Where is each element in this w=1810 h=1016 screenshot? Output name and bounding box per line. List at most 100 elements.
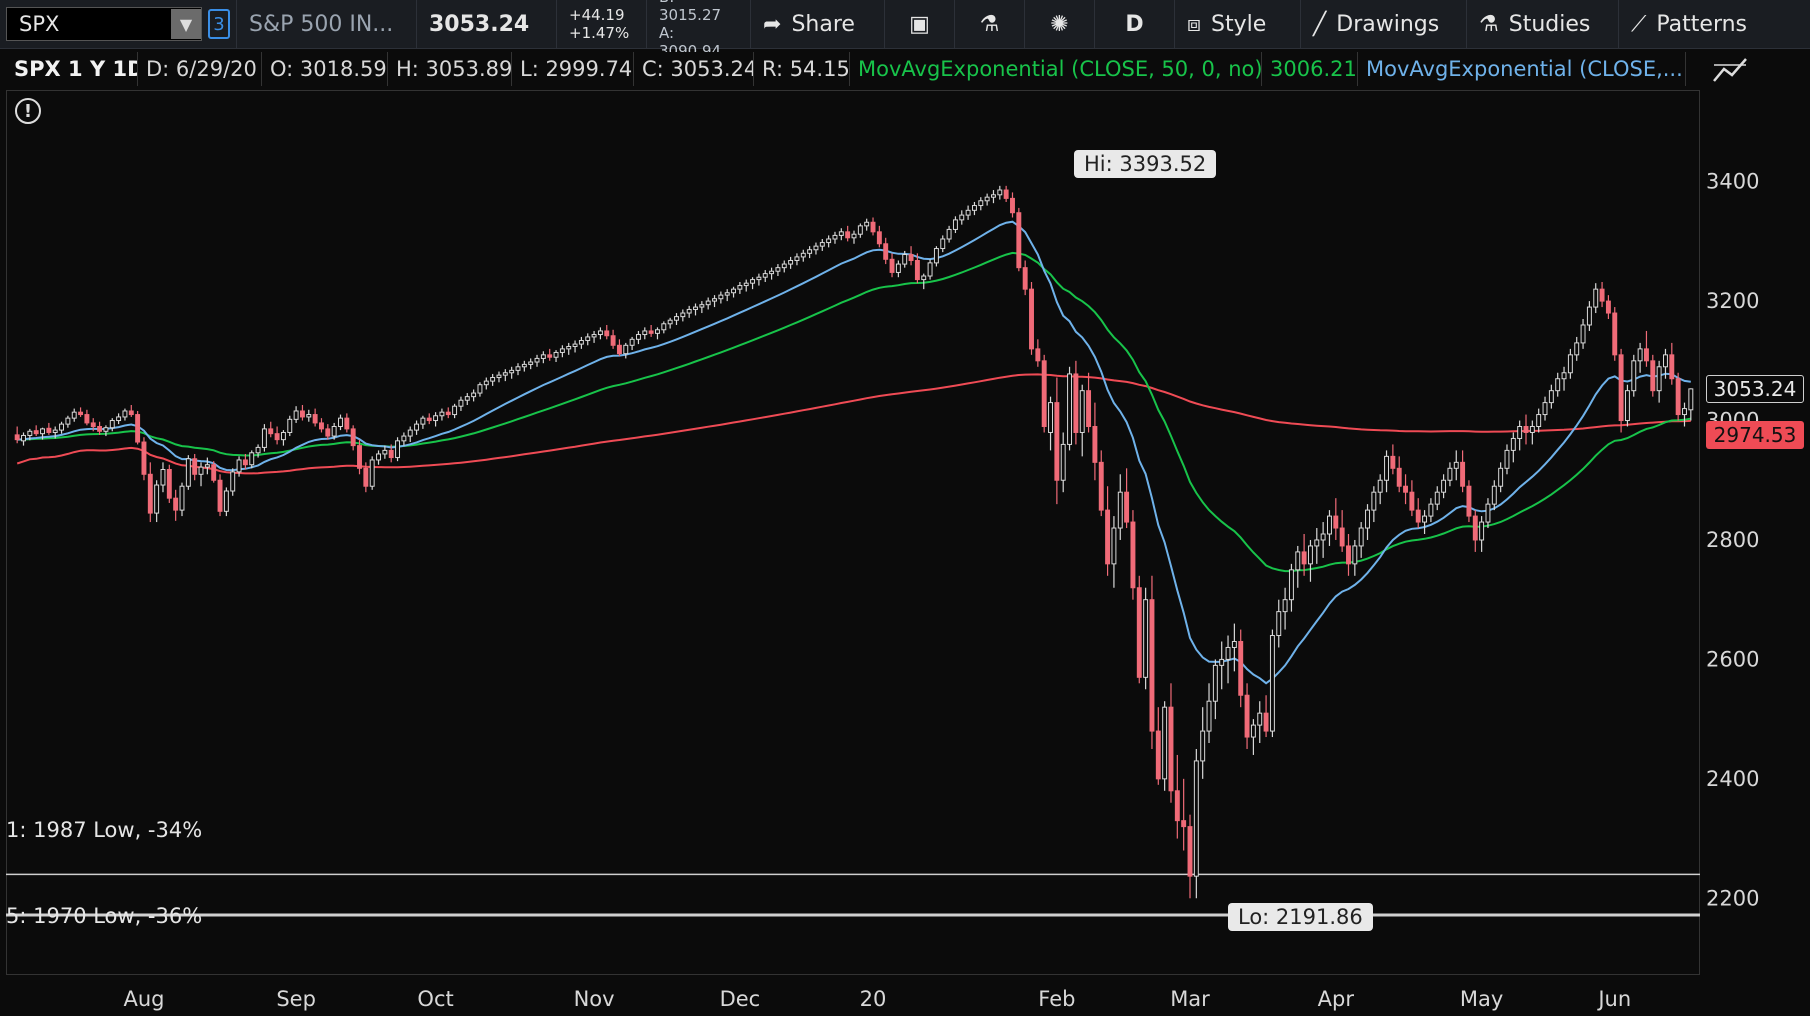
candle xyxy=(1295,545,1301,588)
candle-body xyxy=(534,357,540,363)
candle-body xyxy=(984,196,990,202)
candle xyxy=(173,489,179,521)
candle-body xyxy=(1193,760,1199,877)
candle-body xyxy=(357,445,362,469)
chart-symbol-period[interactable]: SPX 1 Y 1D xyxy=(6,52,138,86)
candle xyxy=(1092,402,1098,481)
candle xyxy=(515,363,521,376)
candle-body xyxy=(1675,378,1681,416)
candle-body xyxy=(33,430,39,435)
candle-body xyxy=(338,417,343,428)
candle-body xyxy=(1536,414,1542,428)
candle-body xyxy=(84,414,90,424)
candle-body xyxy=(1079,390,1085,433)
candle-body xyxy=(775,267,781,272)
candle-body xyxy=(1561,372,1567,380)
drawings-label: Drawings xyxy=(1336,11,1440,37)
candle xyxy=(591,330,597,343)
candle xyxy=(141,437,147,481)
candle xyxy=(927,259,933,280)
style-button[interactable]: ⧈ Style xyxy=(1175,0,1301,48)
chevron-down-icon[interactable]: ▼ xyxy=(171,9,201,39)
symbol-selector[interactable]: SPX ▼ 3 xyxy=(0,0,237,48)
candle xyxy=(1682,402,1687,427)
candle xyxy=(1409,480,1415,517)
candle xyxy=(198,462,204,487)
candle xyxy=(71,408,77,422)
candle-body xyxy=(280,431,286,441)
share-button[interactable]: ➦ Share xyxy=(751,0,885,48)
candle xyxy=(1187,814,1193,899)
study-ema-fast-label[interactable]: MovAvgExponential (CLOSE,... xyxy=(1358,52,1686,86)
candle xyxy=(401,432,407,446)
candle-body xyxy=(1035,348,1041,362)
candle-body xyxy=(1548,390,1554,404)
candle-body xyxy=(369,459,375,487)
candle-body xyxy=(788,259,794,265)
candle-body xyxy=(1054,402,1060,481)
candle-body xyxy=(1624,390,1630,422)
candle-body xyxy=(90,422,96,428)
candle-body xyxy=(1485,503,1491,523)
candle-body xyxy=(179,485,185,511)
candle-body xyxy=(1542,402,1548,416)
candle xyxy=(1314,528,1320,564)
candle xyxy=(1669,342,1675,385)
candle-body xyxy=(616,344,622,355)
candle xyxy=(242,453,248,470)
candle xyxy=(471,389,477,402)
candle xyxy=(1149,575,1155,749)
candle xyxy=(1276,599,1282,648)
symbol-input[interactable]: SPX ▼ xyxy=(6,7,202,41)
candle-body xyxy=(1441,479,1447,493)
candle-body xyxy=(1060,443,1066,481)
drawings-button[interactable]: ╱ Drawings xyxy=(1301,0,1467,48)
study-ema50-label[interactable]: MovAvgExponential (CLOSE, 50, 0, no) xyxy=(850,52,1262,86)
candle-body xyxy=(1307,545,1313,565)
pencil-icon: ╱ xyxy=(1313,11,1327,37)
candle xyxy=(477,382,483,397)
candle xyxy=(718,291,724,304)
candle-body xyxy=(1555,378,1561,392)
candle-body xyxy=(1231,640,1237,648)
candle xyxy=(566,342,572,355)
screenshot-button[interactable]: ▣ xyxy=(885,0,955,48)
candle-body xyxy=(426,417,432,422)
candle xyxy=(1250,719,1256,755)
candle xyxy=(1371,486,1377,523)
studies-button[interactable]: ⚗ Studies xyxy=(1467,0,1619,48)
candle xyxy=(1643,330,1649,367)
candle xyxy=(731,286,737,298)
flask-button[interactable]: ⚗ xyxy=(955,0,1025,48)
candle-body xyxy=(1599,288,1605,302)
warning-icon[interactable]: ! xyxy=(15,98,41,124)
bid-value: B: 3015.27 xyxy=(659,0,722,24)
candle-body xyxy=(1117,491,1123,529)
x-tick-label: Jun xyxy=(1596,987,1631,1011)
candle-body xyxy=(1225,646,1231,660)
candle xyxy=(325,424,331,440)
candle xyxy=(128,405,134,417)
candle xyxy=(496,371,502,383)
settings-button[interactable]: ✺ xyxy=(1025,0,1095,48)
candle xyxy=(864,218,870,231)
candle xyxy=(376,450,381,465)
flask-icon: ⚗ xyxy=(979,11,1000,37)
candle xyxy=(724,289,730,302)
candle-body xyxy=(1314,539,1320,547)
candle xyxy=(1301,534,1307,576)
studies-label: Studies xyxy=(1508,11,1591,37)
period-button[interactable]: D xyxy=(1095,0,1175,48)
patterns-button[interactable]: ⟋ Patterns xyxy=(1619,0,1775,48)
chart-style-icon[interactable] xyxy=(1712,55,1748,85)
candle xyxy=(414,420,420,435)
candle xyxy=(851,230,857,244)
candle-body xyxy=(395,440,401,459)
candle xyxy=(1193,748,1199,899)
candle xyxy=(78,407,84,417)
candle xyxy=(1580,319,1586,349)
chart-plot-area[interactable] xyxy=(6,90,1700,975)
link-group-badge[interactable]: 3 xyxy=(208,9,230,39)
candle-body xyxy=(908,254,914,261)
candle xyxy=(800,249,806,262)
